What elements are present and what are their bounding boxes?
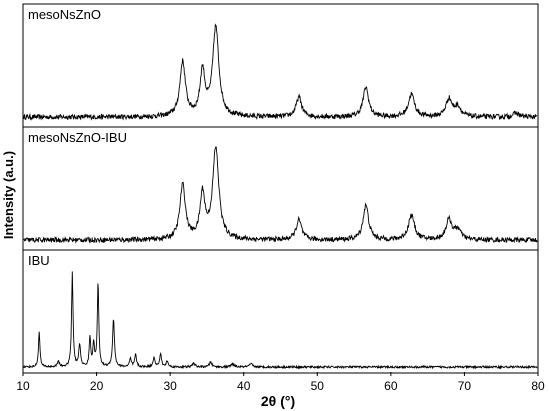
x-axis-label: 2θ (°) (261, 393, 295, 409)
x-tick-label: 80 (531, 379, 545, 393)
x-tick-label: 20 (90, 379, 104, 393)
panel-1: mesoNsZnO (22, 3, 539, 128)
x-tick-label: 50 (311, 379, 325, 393)
panel-frame (22, 126, 539, 251)
x-axis-symbol: 2θ (261, 393, 276, 409)
x-tick-label: 60 (384, 379, 398, 393)
x-tick-label: 40 (237, 379, 251, 393)
y-axis-label: Intensity (a.u.) (1, 151, 16, 239)
x-tick-label: 10 (16, 379, 30, 393)
x-tick-label: 70 (458, 379, 472, 393)
series-label: mesoNsZnO (28, 7, 101, 22)
x-tick-label: 30 (163, 379, 177, 393)
x-axis-unit: (°) (280, 393, 295, 409)
xrd-pattern-line (23, 271, 538, 370)
panel-frame (22, 249, 539, 374)
panel-3: IBU (22, 249, 539, 374)
xrd-pattern-line (23, 23, 538, 121)
xrd-pattern-line (23, 146, 538, 244)
series-label: IBU (28, 253, 50, 268)
panel-2: mesoNsZnO-IBU (22, 126, 539, 251)
series-label: mesoNsZnO-IBU (28, 130, 127, 145)
